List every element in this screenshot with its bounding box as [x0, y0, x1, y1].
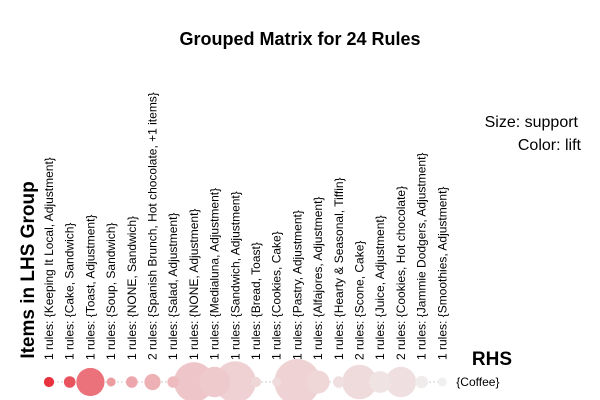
bubble-point: [199, 366, 230, 398]
bubble-point: [272, 377, 282, 387]
lhs-group-label: 2 rules: {Spanish Brunch, Hot chocolate,…: [146, 92, 160, 360]
lhs-group-label: 1 rules: {Jammie Dodgers, Adjustment}: [415, 153, 429, 360]
bubble-point: [437, 377, 447, 387]
lhs-group-label: 2 rules: {Scone, Cake}: [353, 241, 367, 360]
bubble-point: [106, 377, 116, 387]
bubble-point: [63, 376, 76, 388]
lhs-group-label: 1 rules: {Toast, Adjustment}: [83, 215, 97, 360]
y-axis-title: RHS: [472, 349, 512, 370]
bubble-point: [76, 367, 105, 397]
bubble-point: [333, 376, 345, 388]
lhs-group-label: 1 rules: {NONE, Adjustment}: [187, 209, 201, 360]
lhs-group-label: 1 rules: {Smoothies, Adjustment}: [435, 187, 449, 360]
bubble-point: [144, 373, 161, 391]
lhs-group-label: 1 rules: {Bread, Toast}: [249, 242, 263, 360]
lhs-group-label: 1 rules: {Sandwich, Adjustment}: [228, 191, 242, 360]
chart-marks: [43, 359, 447, 400]
bubble-point: [167, 376, 179, 388]
lhs-group-label: 1 rules: {Medialuna, Adjustment}: [208, 188, 222, 360]
bubble-point: [306, 370, 330, 394]
lhs-group-label: 1 rules: {Cookies, Cake}: [270, 231, 284, 360]
bubble-point: [43, 376, 55, 388]
lhs-group-label: 1 rules: {Alfajores, Adjustment}: [311, 197, 325, 360]
bubble-point: [250, 376, 262, 388]
lhs-group-label: 1 rules: {Pastry, Adjustment}: [290, 210, 304, 360]
lhs-group-label: 1 rules: {Keeping It Local, Adjustment}: [42, 157, 56, 360]
lhs-tick-labels: 1 rules: {Keeping It Local, Adjustment} 1…: [42, 92, 449, 360]
bubble-point: [126, 376, 138, 388]
lhs-group-label: 1 rules: {Soup, Sandwich}: [104, 223, 118, 360]
bubble-point: [369, 371, 392, 393]
rhs-tick-labels: {Coffee}: [456, 375, 499, 389]
lhs-group-label: 1 rules: {NONE, Sandwich}: [125, 216, 139, 360]
legend-size-label: Size: support: [485, 114, 579, 131]
bubble-point: [385, 366, 417, 398]
lhs-group-label: 1 rules: {Hearty & Seasonal, Tiffin}: [332, 177, 346, 360]
lhs-group-label: 1 rules: {Salad, Adjustment}: [166, 213, 180, 360]
lhs-group-label: 1 rules: {Cake, Sandwich}: [63, 223, 77, 360]
bubble-point: [415, 375, 428, 389]
lhs-group-label: 2 rules: {Cookies, Hot chocolate}: [394, 186, 408, 360]
chart-title: Grouped Matrix for 24 Rules: [179, 29, 420, 49]
x-axis-title: Items in LHS Group: [18, 181, 39, 358]
rhs-item-label: {Coffee}: [456, 375, 499, 389]
lhs-group-label: 1 rules: {Juice, Adjustment}: [373, 215, 387, 360]
bubble-point: [342, 364, 377, 400]
bubble-point: [274, 359, 321, 400]
legend-color-label: Color: lift: [518, 137, 582, 154]
